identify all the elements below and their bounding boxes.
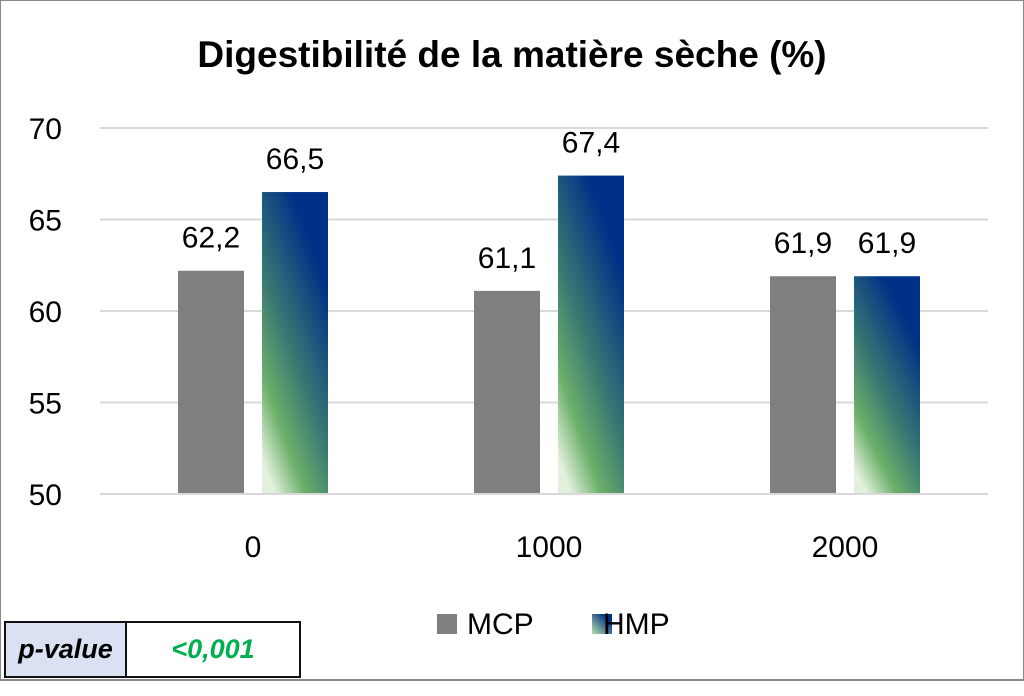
bar-mcp bbox=[770, 276, 836, 494]
data-label: 67,4 bbox=[562, 127, 620, 160]
chart-title: Digestibilité de la matière sèche (%) bbox=[197, 34, 826, 75]
data-label: 61,9 bbox=[774, 227, 832, 260]
y-tick-label: 50 bbox=[29, 479, 62, 512]
bar-hmp bbox=[262, 192, 328, 495]
y-tick-label: 55 bbox=[29, 388, 62, 421]
bar-hmp bbox=[558, 175, 624, 494]
pvalue-table: p-value <0,001 bbox=[4, 621, 301, 678]
data-label: 66,5 bbox=[266, 143, 324, 176]
legend-swatch-mcp bbox=[437, 614, 457, 634]
data-label: 61,1 bbox=[478, 242, 536, 275]
legend-label-mcp: MCP bbox=[467, 608, 534, 641]
legend-swatch-hmp bbox=[592, 614, 612, 634]
data-label: 61,9 bbox=[858, 227, 916, 260]
x-tick-label: 2000 bbox=[812, 531, 879, 564]
pvalue-label: p-value bbox=[6, 623, 127, 676]
y-tick-label: 65 bbox=[29, 205, 62, 238]
bar-mcp bbox=[178, 270, 244, 494]
y-tick-label: 70 bbox=[29, 113, 62, 146]
legend: MCP HMP bbox=[437, 608, 670, 641]
pvalue-value: <0,001 bbox=[171, 634, 255, 664]
legend-label-hmp: HMP bbox=[603, 608, 670, 641]
y-tick-label: 60 bbox=[29, 296, 62, 329]
bar-hmp bbox=[854, 276, 920, 494]
x-tick-label: 1000 bbox=[516, 531, 583, 564]
x-tick-label: 0 bbox=[245, 531, 262, 564]
data-label: 62,2 bbox=[182, 222, 240, 255]
bar-mcp bbox=[474, 290, 540, 494]
